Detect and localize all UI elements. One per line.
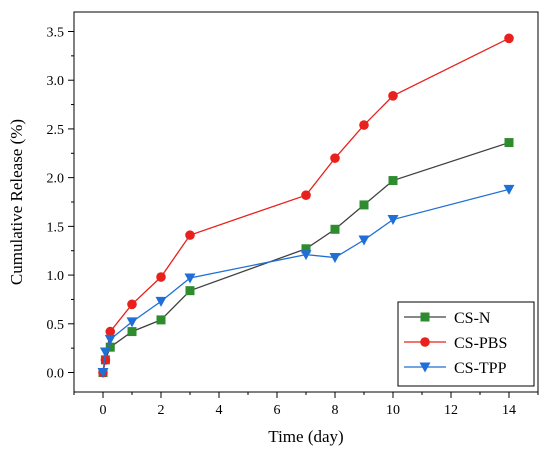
data-point-cs-tpp [387, 215, 399, 226]
legend-marker-cs-n [420, 312, 430, 322]
data-point-cs-n [127, 327, 137, 337]
data-point-cs-tpp [503, 184, 515, 195]
y-tick-label: 0.0 [47, 367, 65, 382]
x-tick-label: 2 [158, 403, 165, 418]
data-point-cs-pbs [185, 230, 195, 240]
x-tick-label: 12 [444, 403, 458, 418]
y-tick-label: 0.5 [47, 318, 65, 333]
y-tick-label: 3.0 [47, 74, 65, 89]
data-point-cs-n [156, 315, 166, 325]
y-tick-label: 3.5 [47, 25, 65, 40]
data-point-cs-pbs [156, 272, 166, 282]
y-tick-label: 2.5 [47, 123, 65, 138]
data-point-cs-tpp [126, 317, 138, 328]
x-tick-label: 4 [216, 403, 223, 418]
data-point-cs-tpp [155, 296, 167, 307]
data-point-cs-pbs [301, 190, 311, 200]
series-cs-tpp [97, 184, 515, 379]
data-point-cs-tpp [300, 250, 312, 261]
data-point-cs-tpp [329, 253, 341, 264]
data-point-cs-tpp [104, 334, 116, 345]
data-point-cs-pbs [504, 33, 514, 44]
data-point-cs-pbs [359, 120, 369, 130]
x-tick-label: 6 [274, 403, 281, 418]
data-point-cs-tpp [99, 347, 111, 358]
data-point-cs-pbs [388, 90, 398, 101]
x-axis-label: Time (day) [268, 427, 343, 446]
x-tick-label: 10 [386, 403, 400, 418]
legend-marker-cs-tpp [419, 362, 431, 373]
data-point-cs-n [504, 138, 514, 148]
data-point-cs-n [105, 342, 115, 352]
data-point-cs-pbs [100, 355, 111, 365]
x-tick-label: 8 [332, 403, 339, 418]
data-point-cs-pbs [105, 326, 116, 337]
data-point-cs-n [185, 286, 195, 296]
data-point-cs-tpp [97, 368, 109, 379]
data-point-cs-pbs [330, 153, 340, 163]
data-point-cs-n [359, 200, 369, 210]
data-point-cs-tpp [358, 235, 370, 246]
y-tick-label: 1.5 [47, 220, 65, 235]
legend-marker-cs-pbs [420, 337, 430, 347]
x-tick-label: 14 [502, 403, 516, 418]
data-point-cs-n [330, 224, 340, 234]
x-tick-label: 0 [100, 403, 107, 418]
y-tick-label: 2.0 [47, 172, 65, 187]
series-layer [97, 33, 515, 379]
legend-label-cs-tpp: CS-TPP [454, 360, 507, 377]
data-point-cs-n [388, 176, 398, 186]
legend-label-cs-n: CS-N [454, 310, 491, 327]
data-point-cs-n [301, 244, 311, 254]
data-point-cs-tpp [184, 273, 196, 284]
axis-ticks: 0 2 4 6 8 10 12 14 0.0 0.5 1.0 1.5 2.0 2.5 3.0 3.5 [47, 25, 539, 418]
y-axis-label: Cumulative Release (%) [7, 119, 26, 285]
legend: CS-N CS-PBS CS-TPP [397, 301, 535, 387]
legend-label-cs-pbs: CS-PBS [454, 335, 507, 352]
data-point-cs-pbs [127, 299, 137, 310]
y-tick-label: 1.0 [47, 269, 65, 284]
